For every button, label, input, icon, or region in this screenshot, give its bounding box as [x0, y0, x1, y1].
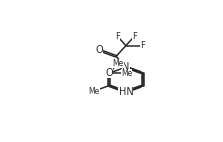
Text: O: O — [95, 45, 103, 55]
Text: Me: Me — [88, 87, 99, 96]
Text: F: F — [140, 41, 145, 50]
Text: F: F — [115, 32, 120, 41]
Text: F: F — [132, 32, 137, 41]
Text: HN: HN — [119, 87, 133, 97]
Text: Me: Me — [121, 69, 132, 78]
Text: O: O — [105, 68, 113, 78]
Text: N: N — [122, 62, 130, 72]
Text: Me: Me — [112, 59, 123, 68]
